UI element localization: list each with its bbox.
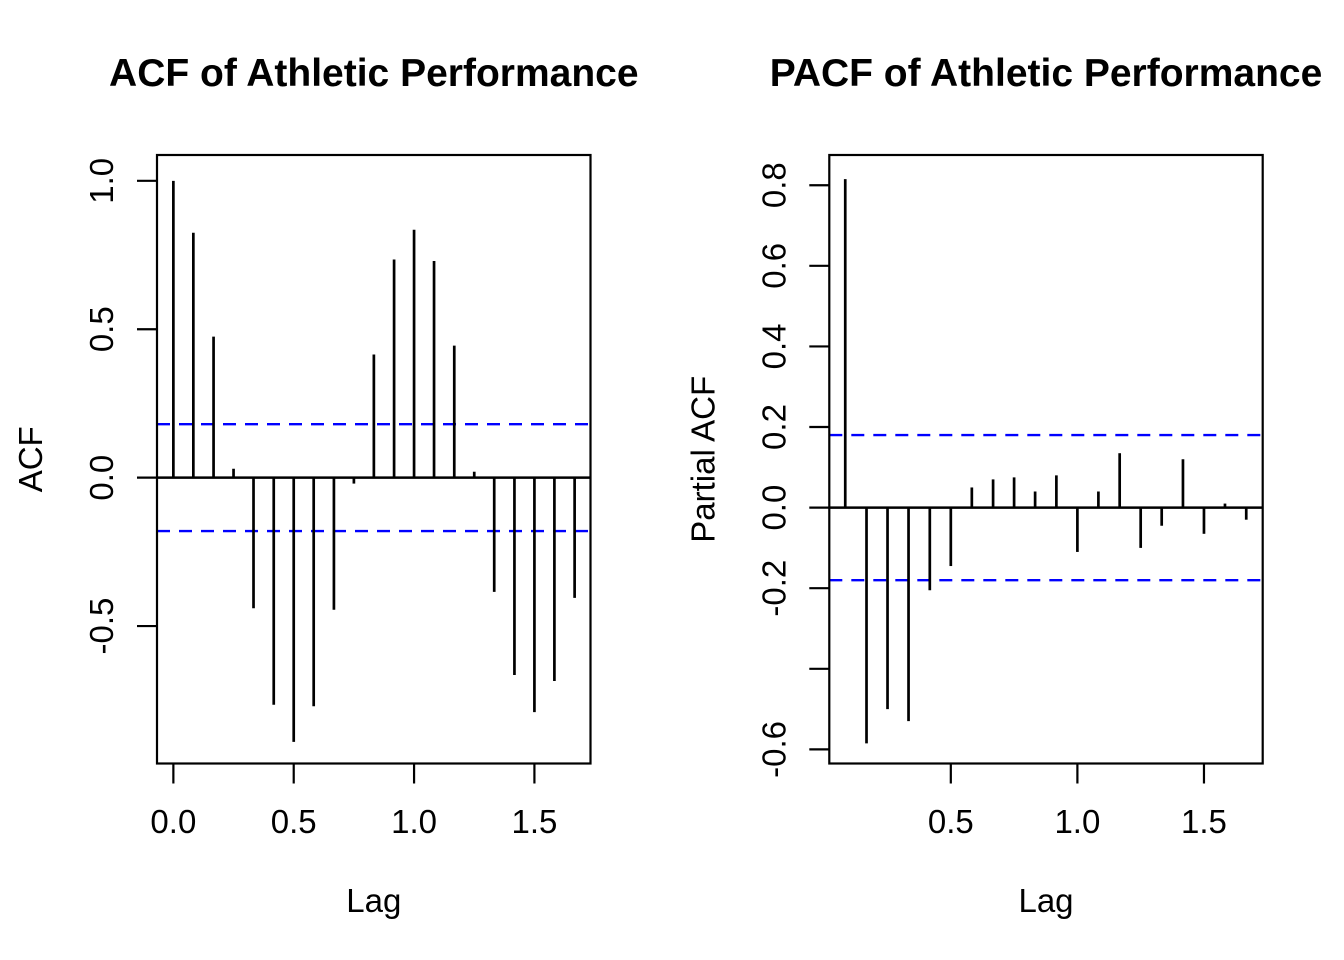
acf-panel: ACF of Athletic Performance Lag ACF 0.0 0… xyxy=(12,52,639,919)
pacf-plot-box xyxy=(828,153,1264,765)
pacf-yaxis-label: Partial ACF xyxy=(684,376,721,543)
pacf-title: PACF of Athletic Performance xyxy=(770,52,1323,95)
acf-yaxis-label: ACF xyxy=(12,426,49,492)
pacf-ytick-label: -0.2 xyxy=(755,560,792,617)
pacf-xaxis-label: Lag xyxy=(1018,882,1073,919)
acf-xtick-label: 0.0 xyxy=(150,803,196,840)
pacf-plot-area: 0.5 1.0 1.5 0.8 0.6 0.4 0.2 0.0 -0.2 -0.6 xyxy=(755,153,1264,840)
pacf-ytick-label: 0.4 xyxy=(755,323,792,369)
pacf-ytick-label: 0.2 xyxy=(755,404,792,450)
acf-xtick-label: 1.5 xyxy=(511,803,557,840)
pacf-xtick-label: 1.5 xyxy=(1181,803,1227,840)
acf-xtick-label: 0.5 xyxy=(271,803,317,840)
pacf-ytick-label: 0.8 xyxy=(755,162,792,208)
pacf-xtick-label: 1.0 xyxy=(1054,803,1100,840)
acf-xaxis-label: Lag xyxy=(346,882,401,919)
acf-ytick-label: 0.5 xyxy=(83,306,120,352)
pacf-panel: PACF of Athletic Performance Lag Partial… xyxy=(684,52,1322,919)
acf-ytick-label: 0.0 xyxy=(83,455,120,501)
pacf-xtick-label: 0.5 xyxy=(928,803,974,840)
acf-title: ACF of Athletic Performance xyxy=(109,52,638,95)
acf-ytick-label: -0.5 xyxy=(83,598,120,655)
acf-plot-box xyxy=(155,153,592,765)
pacf-ytick-label: 0.6 xyxy=(755,243,792,289)
pacf-ytick-label: 0.0 xyxy=(755,485,792,531)
acf-ytick-label: 1.0 xyxy=(83,158,120,204)
pacf-ytick-label: -0.6 xyxy=(755,721,792,778)
acf-xtick-label: 1.0 xyxy=(391,803,437,840)
acf-plot-area: 0.0 0.5 1.0 1.5 1.0 0.5 0.0 -0.5 xyxy=(83,153,592,840)
